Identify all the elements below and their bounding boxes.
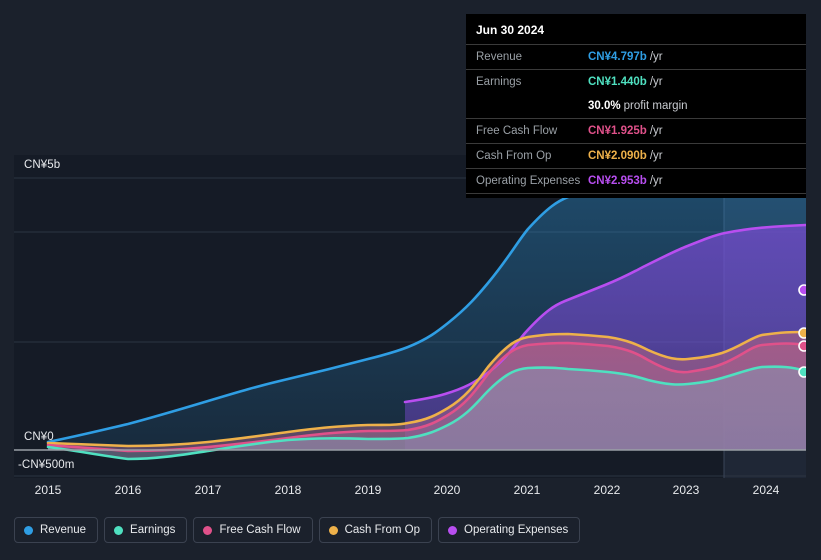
legend-label-earnings: Earnings: [130, 524, 176, 536]
line-earnings: [46, 365, 806, 461]
legend-dot-free-cash-flow-icon: [203, 525, 213, 535]
line-free-cash-flow: [46, 341, 806, 453]
legend-item-revenue[interactable]: Revenue: [14, 517, 99, 543]
legend-dot-operating-expenses-icon: [448, 525, 458, 535]
chart-plot-area[interactable]: [0, 155, 821, 478]
tooltip-value-profit-margin: 30.0%: [588, 100, 621, 112]
area-earnings: [48, 366, 806, 459]
legend-item-free-cash-flow[interactable]: Free Cash Flow: [193, 517, 313, 543]
x-axis-label-2022: 2022: [593, 483, 621, 497]
x-axis-label-2016: 2016: [114, 483, 142, 497]
tooltip-row-profit-margin: 30.0% profit margin: [466, 94, 806, 118]
data-tooltip: Jun 30 2024 Revenue CN¥4.797b /yr Earnin…: [466, 14, 806, 198]
x-axis-label-2019: 2019: [354, 483, 382, 497]
line-operating-expenses: [403, 223, 806, 404]
tooltip-key-cash-from-op: Cash From Op: [476, 150, 552, 162]
tooltip-suffix-profit-margin: profit margin: [623, 100, 688, 112]
x-axis: 2015 2016 2017 2018 2019 2020 2021 2022 …: [0, 478, 821, 506]
y-axis-label-zero: CN¥0: [24, 431, 54, 443]
tooltip-value-earnings: CN¥1.440b: [588, 76, 647, 88]
legend-dot-earnings-icon: [114, 525, 124, 535]
legend-dot-cash-from-op-icon: [328, 525, 338, 535]
tooltip-suffix-operating-expenses: /yr: [649, 175, 663, 187]
y-axis-label-bottom: -CN¥500m: [18, 459, 75, 471]
endpoint-marker-earnings: [798, 366, 806, 378]
tooltip-value-free-cash-flow: CN¥1.925b: [588, 125, 647, 137]
endpoint-marker-operating-expenses: [798, 284, 806, 296]
tooltip-key-earnings: Earnings: [476, 76, 522, 88]
tooltip-suffix-earnings: /yr: [649, 76, 663, 88]
tooltip-row-earnings: Earnings CN¥1.440b /yr: [466, 69, 806, 94]
line-cash-from-op: [46, 330, 806, 448]
x-axis-label-2017: 2017: [194, 483, 222, 497]
legend-item-operating-expenses[interactable]: Operating Expenses: [438, 517, 581, 543]
tooltip-value-cash-from-op: CN¥2.090b: [588, 150, 647, 162]
x-axis-label-2015: 2015: [34, 483, 62, 497]
tooltip-key-revenue: Revenue: [476, 51, 523, 63]
legend-label-free-cash-flow: Free Cash Flow: [219, 524, 301, 536]
x-axis-label-2018: 2018: [274, 483, 302, 497]
tooltip-suffix-revenue: /yr: [649, 51, 663, 63]
y-axis-label-top: CN¥5b: [24, 159, 61, 171]
legend-item-earnings[interactable]: Earnings: [104, 517, 188, 543]
chart-svg: [14, 155, 806, 478]
tooltip-row-cash-from-op: Cash From Op CN¥2.090b /yr: [466, 143, 806, 168]
tooltip-row-operating-expenses: Operating Expenses CN¥2.953b /yr: [466, 168, 806, 194]
tooltip-row-free-cash-flow: Free Cash Flow CN¥1.925b /yr: [466, 118, 806, 143]
tooltip-key-free-cash-flow: Free Cash Flow: [476, 125, 558, 137]
legend-label-operating-expenses: Operating Expenses: [464, 524, 569, 536]
endpoint-marker-cash-from-op: [798, 327, 806, 339]
legend-label-revenue: Revenue: [40, 524, 87, 536]
tooltip-suffix-cash-from-op: /yr: [649, 150, 663, 162]
x-axis-label-2020: 2020: [433, 483, 461, 497]
legend-label-cash-from-op: Cash From Op: [344, 524, 421, 536]
x-axis-label-2024: 2024: [752, 483, 780, 497]
endpoint-marker-free-cash-flow: [798, 340, 806, 352]
legend-item-cash-from-op[interactable]: Cash From Op: [318, 517, 433, 543]
chart-legend: Revenue Earnings Free Cash Flow Cash Fro…: [14, 517, 581, 543]
tooltip-value-operating-expenses: CN¥2.953b: [588, 175, 647, 187]
legend-dot-revenue-icon: [24, 525, 33, 535]
x-axis-label-2021: 2021: [513, 483, 541, 497]
tooltip-key-operating-expenses: Operating Expenses: [476, 175, 581, 187]
tooltip-date: Jun 30 2024: [476, 23, 545, 37]
tooltip-suffix-free-cash-flow: /yr: [649, 125, 663, 137]
tooltip-row-revenue: Revenue CN¥4.797b /yr: [466, 44, 806, 69]
tooltip-value-revenue: CN¥4.797b: [588, 51, 647, 63]
x-axis-label-2023: 2023: [672, 483, 700, 497]
